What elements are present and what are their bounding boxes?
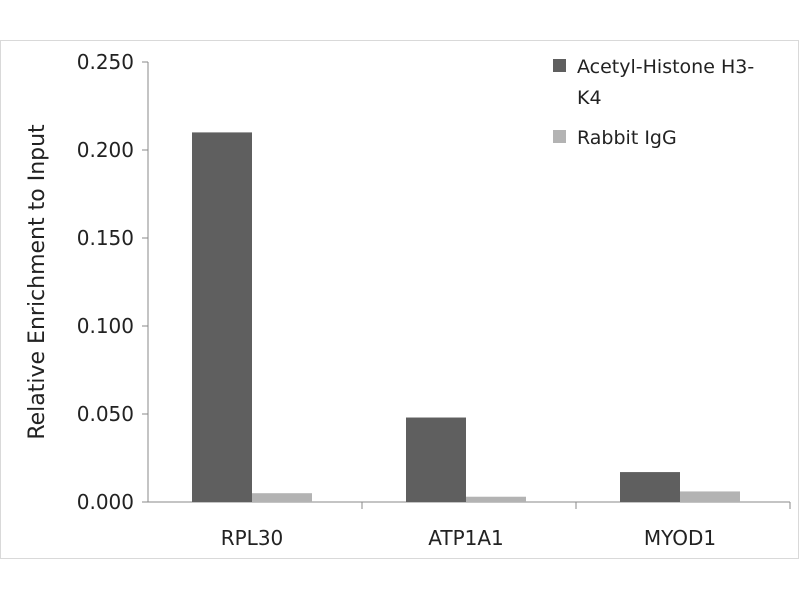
bars <box>192 132 740 502</box>
bar-acetyl-histone-h3-k4-atp1a1 <box>406 417 466 502</box>
legend-swatch-acetyl-histone <box>553 59 566 72</box>
y-tick-label: 0.050 <box>77 402 134 426</box>
legend-label-acetyl-histone: Acetyl-Histone H3-K4 <box>577 56 754 109</box>
legend-label-rabbit-igg: Rabbit IgG <box>577 127 677 149</box>
x-tick-label: MYOD1 <box>644 526 716 550</box>
legend-swatch-rabbit-igg <box>553 130 566 143</box>
y-tick-label: 0.200 <box>77 138 134 162</box>
y-tick-label: 0.100 <box>77 314 134 338</box>
y-axis-ticks: 0.000 0.050 0.100 0.150 0.200 0.250 <box>77 50 148 514</box>
bar-rabbit-igg-atp1a1 <box>466 496 526 502</box>
bar-acetyl-histone-h3-k4-myod1 <box>620 472 680 502</box>
y-axis-label: Relative Enrichment to Input <box>25 124 50 440</box>
y-tick-label: 0.000 <box>77 490 134 514</box>
bar-rabbit-igg-rpl30 <box>252 493 312 502</box>
x-tick-label: ATP1A1 <box>428 526 504 550</box>
y-tick-label: 0.250 <box>77 50 134 74</box>
legend: Acetyl-Histone H3-K4 Rabbit IgG <box>553 56 754 149</box>
x-axis-ticks: RPL30 ATP1A1 MYOD1 <box>221 502 791 550</box>
x-tick-label: RPL30 <box>221 526 284 550</box>
y-tick-label: 0.150 <box>77 226 134 250</box>
bar-acetyl-histone-h3-k4-rpl30 <box>192 132 252 502</box>
bar-rabbit-igg-myod1 <box>680 491 740 502</box>
